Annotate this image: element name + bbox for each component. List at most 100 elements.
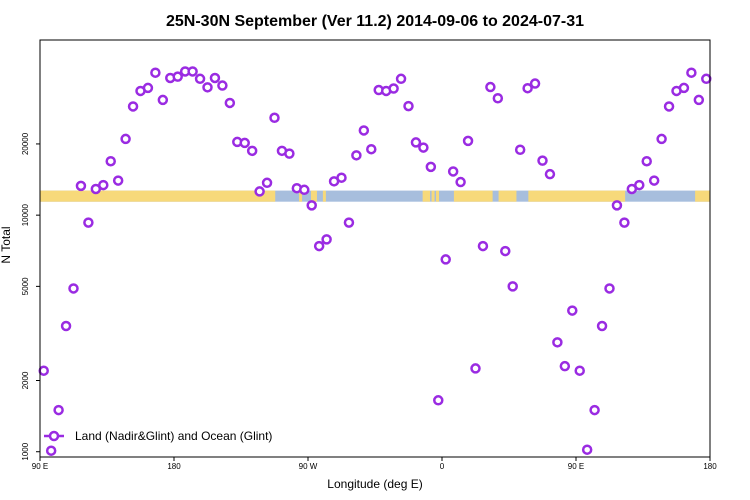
data-point: [537, 155, 548, 166]
data-point: [663, 101, 675, 112]
data-point: [581, 444, 593, 455]
land-segment: [299, 190, 303, 202]
data-point: [433, 395, 444, 406]
data-point: [112, 175, 124, 186]
data-point: [306, 200, 317, 211]
data-point: [269, 112, 280, 124]
data-point: [418, 142, 429, 153]
land-segment: [528, 190, 626, 202]
data-point: [485, 81, 496, 93]
data-point: [299, 184, 310, 196]
data-point: [619, 217, 630, 228]
data-point: [98, 179, 109, 191]
data-point: [470, 363, 481, 374]
x-tick-label: 180: [703, 462, 717, 471]
data-point: [447, 166, 459, 177]
data-point: [68, 283, 79, 294]
x-tick-label: 180: [167, 462, 181, 471]
data-point: [336, 172, 347, 183]
data-point: [187, 66, 198, 77]
data-point: [701, 73, 712, 85]
data-point: [634, 179, 645, 191]
data-point: [120, 133, 131, 145]
data-point: [239, 137, 250, 149]
data-point: [366, 143, 377, 155]
data-point: [462, 135, 474, 147]
data-point: [254, 186, 265, 197]
data-point: [559, 360, 571, 372]
legend-label: Land (Nadir&Glint) and Ocean (Glint): [75, 429, 272, 443]
legend-marker-swatch: [48, 430, 60, 442]
data-point: [224, 97, 236, 109]
land-segment: [436, 190, 440, 202]
y-axis-ticks: 1000 2000 5000 10000 20000: [21, 132, 40, 461]
data-point: [522, 82, 533, 94]
land-segment: [498, 190, 517, 202]
data-points: [38, 66, 712, 456]
land-segment: [422, 190, 431, 202]
data-point: [514, 144, 526, 155]
land-segment: [453, 190, 493, 202]
data-point: [611, 200, 623, 211]
data-point: [358, 125, 370, 136]
legend: Land (Nadir&Glint) and Ocean (Glint): [44, 429, 272, 443]
y-tick-label: 1000: [21, 442, 30, 460]
data-point: [127, 101, 139, 112]
data-point: [425, 161, 437, 173]
data-point: [693, 94, 705, 106]
data-point: [217, 80, 228, 91]
data-point: [596, 320, 608, 332]
land-segment: [431, 190, 435, 202]
data-point: [574, 365, 585, 376]
x-tick-label: 90 E: [568, 462, 584, 471]
data-point: [440, 254, 451, 265]
land-segment: [695, 190, 710, 202]
data-point: [648, 175, 660, 186]
data-point: [477, 240, 489, 252]
data-point: [641, 155, 652, 167]
data-point: [142, 82, 154, 94]
data-point: [604, 283, 615, 294]
data-point: [403, 100, 414, 112]
plot-frame: [39, 39, 711, 458]
x-tick-label: 90 W: [299, 462, 318, 471]
data-point: [75, 180, 87, 192]
data-point: [656, 133, 667, 145]
data-point: [202, 82, 213, 93]
data-point: [284, 148, 295, 159]
data-point: [492, 92, 504, 104]
data-point: [500, 245, 511, 257]
data-point: [455, 176, 466, 188]
land-segment: [40, 190, 276, 202]
y-tick-label: 2000: [21, 371, 30, 389]
data-point: [552, 337, 563, 348]
x-axis-label: Longitude (deg E): [327, 477, 422, 491]
land-segment: [310, 190, 317, 202]
ocean-band: [40, 190, 710, 202]
chart-title: 25N-30N September (Ver 11.2) 2014-09-06 …: [166, 13, 584, 30]
data-point: [678, 82, 690, 94]
data-point: [246, 145, 258, 157]
data-point: [410, 137, 422, 148]
data-point: [53, 404, 64, 416]
data-point: [209, 72, 221, 84]
x-axis-ticks: 90 E 180 90 W 0 90 E 180: [32, 457, 717, 471]
data-point: [261, 177, 273, 189]
y-axis-label: N Total: [0, 226, 13, 263]
data-point: [686, 67, 697, 78]
data-point: [343, 217, 355, 228]
data-point: [313, 240, 325, 252]
data-point: [172, 71, 183, 82]
data-point: [529, 78, 541, 89]
data-point: [507, 281, 518, 292]
y-tick-label: 20000: [21, 132, 30, 155]
data-point: [38, 365, 49, 376]
data-point: [388, 83, 399, 94]
data-point: [105, 155, 116, 167]
data-point: [321, 234, 332, 245]
data-point: [60, 320, 72, 332]
data-point: [157, 94, 169, 106]
data-point: [395, 73, 407, 85]
x-tick-label: 90 E: [32, 462, 48, 471]
